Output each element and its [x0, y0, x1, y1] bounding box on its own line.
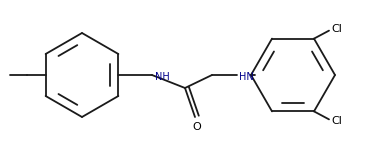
Text: Cl: Cl — [331, 116, 342, 126]
Text: HN: HN — [239, 72, 254, 82]
Text: O: O — [192, 122, 201, 132]
Text: Cl: Cl — [331, 24, 342, 34]
Text: NH: NH — [155, 72, 170, 82]
